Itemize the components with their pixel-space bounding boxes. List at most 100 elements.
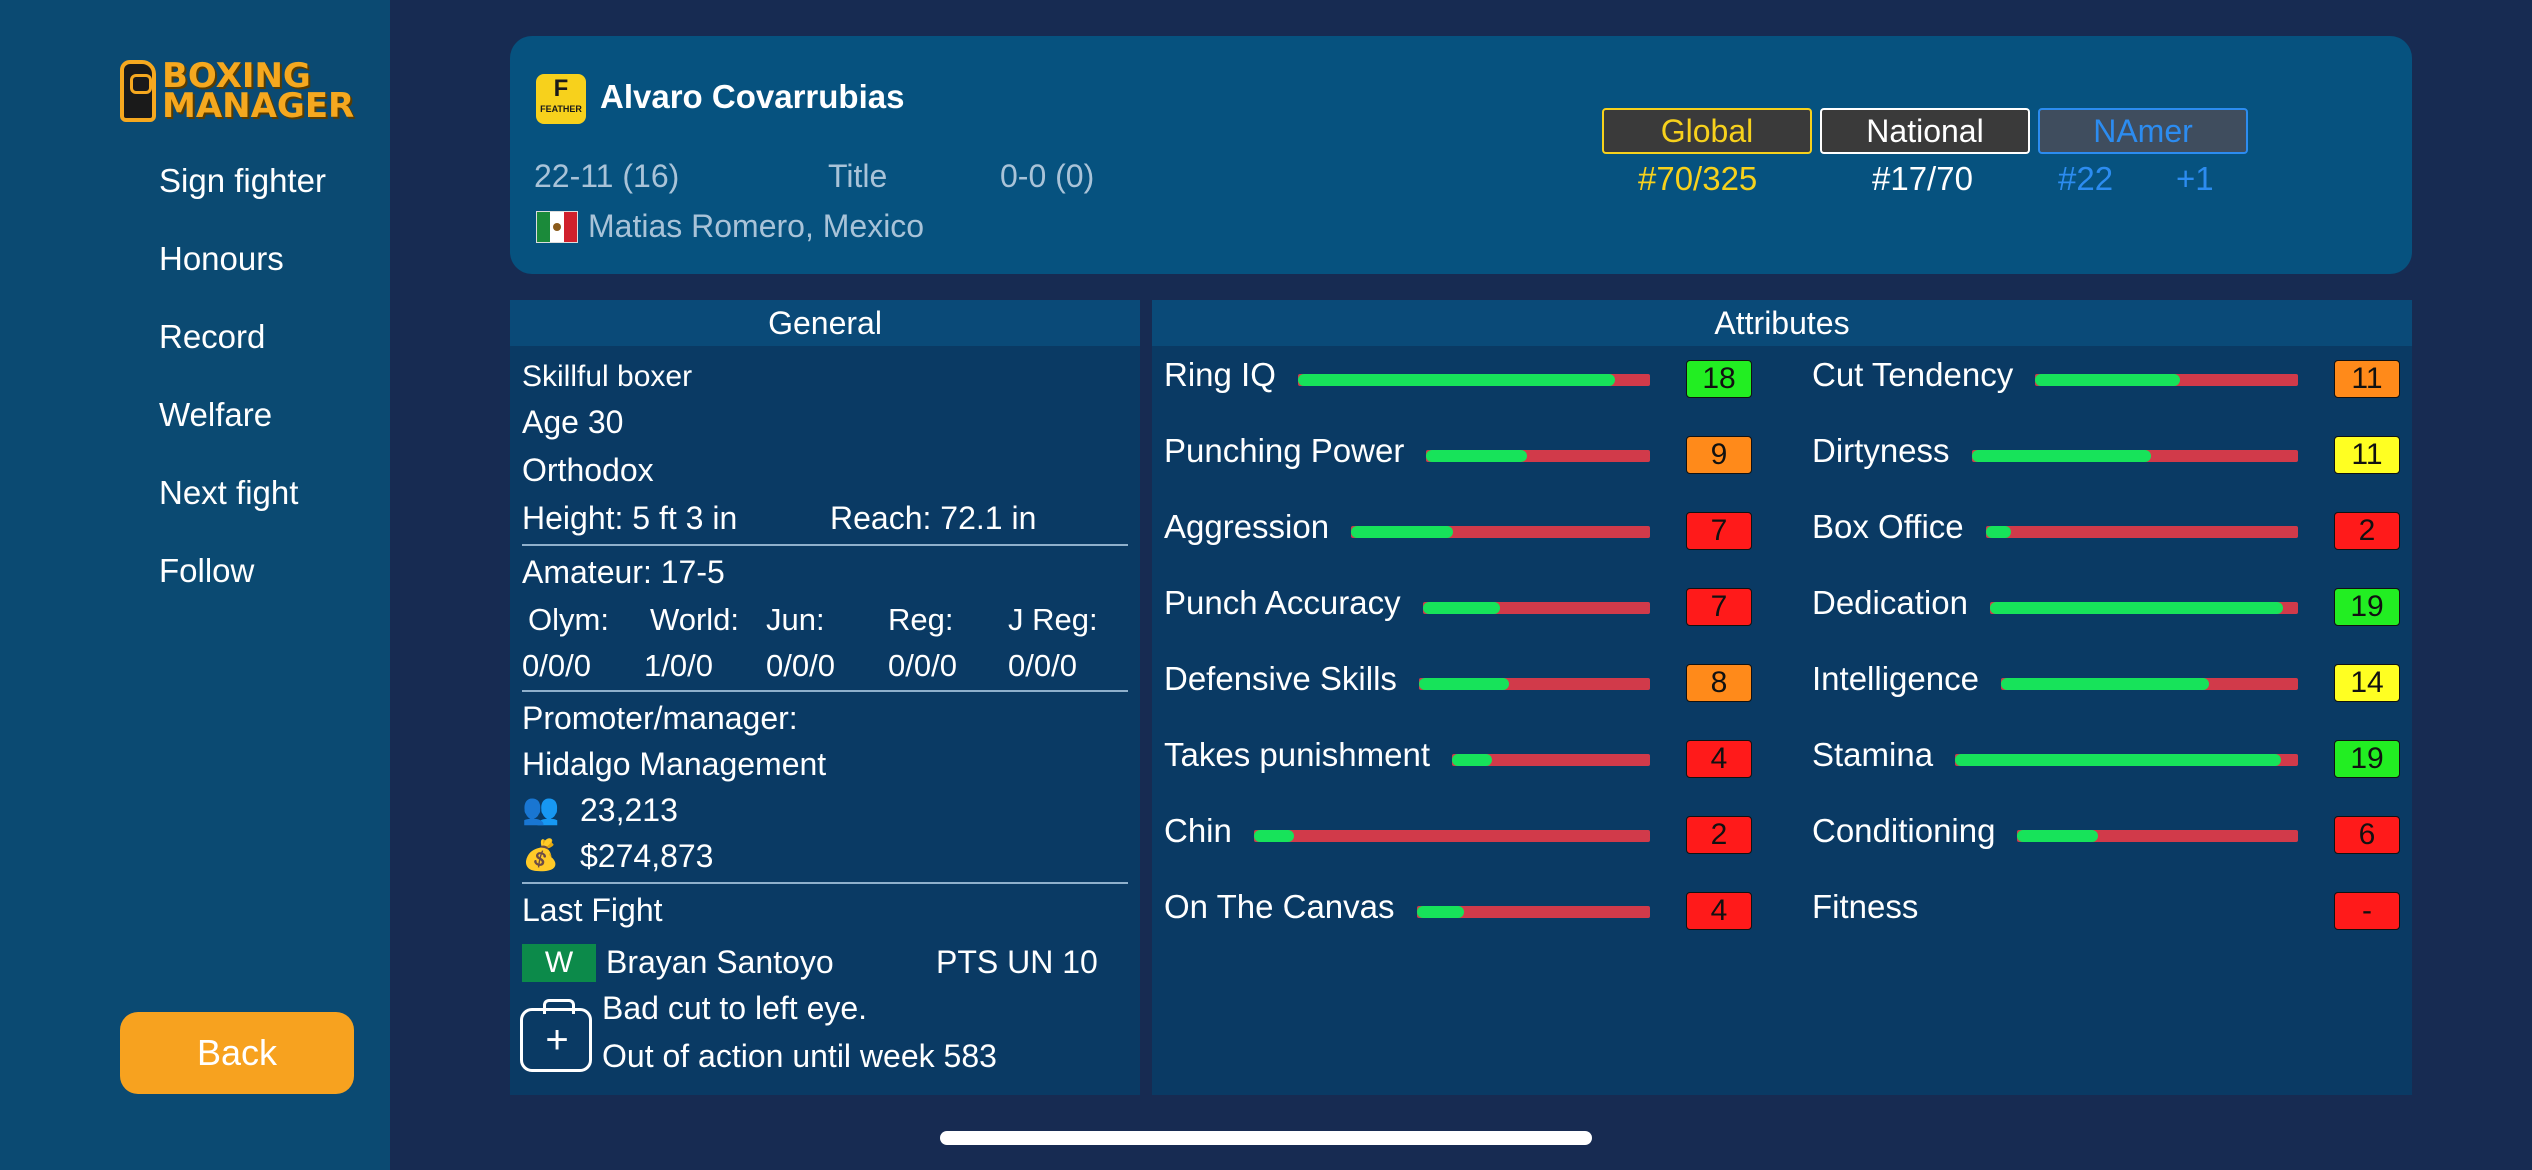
attribute-name: Intelligence <box>1812 660 1979 697</box>
attribute-name: Conditioning <box>1812 812 1996 849</box>
attribute-name: Dirtyness <box>1812 432 1950 469</box>
attribute-name: Dedication <box>1812 584 1968 621</box>
attribute-name: Box Office <box>1812 508 1964 545</box>
attribute-bar-fill <box>1351 526 1453 538</box>
divider <box>522 882 1128 884</box>
attribute-bar-fill <box>1972 450 2152 462</box>
attribute-name: Stamina <box>1812 736 1934 773</box>
fighter-style: Skillful boxer <box>522 360 693 393</box>
back-button[interactable]: Back <box>120 1012 354 1094</box>
logo-line-2: MANAGER <box>162 86 355 126</box>
attribute-name: Ring IQ <box>1164 356 1276 393</box>
attribute-bar-fill <box>1452 754 1492 766</box>
last-fight-method: PTS UN 10 <box>936 944 1098 980</box>
attribute-bar <box>1986 526 2298 538</box>
last-fight-opponent[interactable]: Brayan Santoyo <box>606 944 834 980</box>
attribute-value-badge: 11 <box>2334 360 2400 398</box>
attribute-bar <box>1452 754 1650 766</box>
sidebar-item-welfare[interactable]: Welfare <box>159 396 273 433</box>
attribute-bar-fill <box>1419 678 1510 690</box>
attribute-value-badge: 8 <box>1686 664 1752 702</box>
sidebar-item-sign-fighter[interactable]: Sign fighter <box>159 162 326 199</box>
attribute-value-badge: - <box>2334 892 2400 930</box>
attribute-bar-fill <box>2001 678 2209 690</box>
attribute-name: On The Canvas <box>1164 888 1395 925</box>
attribute-bar <box>1419 678 1650 690</box>
amateur-reg-value: 0/0/0 <box>888 648 957 683</box>
attribute-bar-fill <box>1426 450 1527 462</box>
attribute-name: Cut Tendency <box>1812 356 2014 393</box>
fans-icon: 👥 <box>522 793 560 826</box>
amateur-record: Amateur: 17-5 <box>522 554 725 590</box>
injury-return: Out of action until week 583 <box>602 1038 997 1074</box>
boxing-manager-logo: BOXING MANAGER <box>120 58 356 124</box>
money-amount: $274,873 <box>580 838 714 874</box>
sidebar-item-honours[interactable]: Honours <box>159 240 284 277</box>
sidebar-item-follow[interactable]: Follow <box>159 552 255 589</box>
attribute-value-badge: 19 <box>2334 740 2400 778</box>
attributes-panel: Attributes Ring IQ 18 Punching Power 9 Aggre… <box>1152 300 2412 1095</box>
money-bag-icon: 💰 <box>522 839 560 872</box>
weight-class-badge: F FEATHER <box>536 74 586 124</box>
attribute-name: Punching Power <box>1164 432 1405 469</box>
attribute-name: Aggression <box>1164 508 1330 545</box>
fighter-reach: Reach: 72.1 in <box>830 500 1037 536</box>
attribute-bar <box>1254 830 1650 842</box>
sidebar-item-next-fight[interactable]: Next fight <box>159 474 299 511</box>
promoter-label: Promoter/manager: <box>522 700 798 736</box>
attribute-value-badge: 14 <box>2334 664 2400 702</box>
fighter-header: F FEATHER Alvaro Covarrubias 22-11 (16) … <box>510 36 2412 274</box>
attribute-bar-fill <box>1298 374 1615 386</box>
attribute-bar <box>1955 754 2298 766</box>
fighter-age: Age 30 <box>522 404 624 440</box>
last-fight-label: Last Fight <box>522 892 663 928</box>
attribute-value-badge: 7 <box>1686 512 1752 550</box>
tab-national[interactable]: National <box>1820 108 2030 154</box>
attribute-bar-fill <box>1423 602 1501 614</box>
title-label: Title <box>828 158 888 194</box>
weight-class-letter: F <box>553 75 569 102</box>
attribute-bar <box>1426 450 1650 462</box>
attribute-bar <box>1972 450 2298 462</box>
trainer-location: Matias Romero, Mexico <box>588 208 925 244</box>
attribute-name: Punch Accuracy <box>1164 584 1401 621</box>
attribute-bar <box>2035 374 2298 386</box>
attribute-bar <box>2001 678 2298 690</box>
attribute-value-badge: 2 <box>2334 512 2400 550</box>
attribute-value-badge: 2 <box>1686 816 1752 854</box>
attribute-bar-fill <box>1417 906 1464 918</box>
amateur-olym-value: 0/0/0 <box>522 648 591 683</box>
attribute-bar-fill <box>1990 602 2283 614</box>
mexico-flag-icon <box>536 211 578 243</box>
fighter-stance: Orthodox <box>522 452 654 488</box>
fighter-name: Alvaro Covarrubias <box>600 78 905 115</box>
attribute-bar <box>1423 602 1650 614</box>
attribute-name: Defensive Skills <box>1164 660 1397 697</box>
attribute-bar <box>2017 830 2298 842</box>
fighter-height: Height: 5 ft 3 in <box>522 500 738 536</box>
attribute-value-badge: 19 <box>2334 588 2400 626</box>
attribute-value-badge: 18 <box>1686 360 1752 398</box>
promoter-name: Hidalgo Management <box>522 746 827 782</box>
home-indicator[interactable] <box>940 1131 1592 1145</box>
fight-record: 22-11 (16) <box>534 158 680 194</box>
amateur-world-label: World: <box>650 602 740 637</box>
namer-rank-change: +1 <box>2176 160 2214 197</box>
attribute-name: Takes punishment <box>1164 736 1430 773</box>
attribute-value-badge: 11 <box>2334 436 2400 474</box>
attribute-bar-fill <box>1254 830 1294 842</box>
sidebar: BOXING MANAGER Sign fighter Honours Reco… <box>0 0 390 1170</box>
injury-description: Bad cut to left eye. <box>602 990 868 1026</box>
attribute-value-badge: 9 <box>1686 436 1752 474</box>
tab-global[interactable]: Global <box>1602 108 1812 154</box>
attribute-value-badge: 4 <box>1686 740 1752 778</box>
sidebar-item-record[interactable]: Record <box>159 318 266 355</box>
sidebar-nav: Sign fighter Honours Record Welfare Next… <box>159 155 326 623</box>
amateur-reg-label: Reg: <box>888 602 954 637</box>
attribute-name: Fitness <box>1812 888 1919 925</box>
title-record: 0-0 (0) <box>1000 158 1095 194</box>
fans-count: 23,213 <box>580 792 678 828</box>
attribute-value-badge: 6 <box>2334 816 2400 854</box>
amateur-jreg-label: J Reg: <box>1008 602 1098 637</box>
tab-namer[interactable]: NAmer <box>2038 108 2248 154</box>
